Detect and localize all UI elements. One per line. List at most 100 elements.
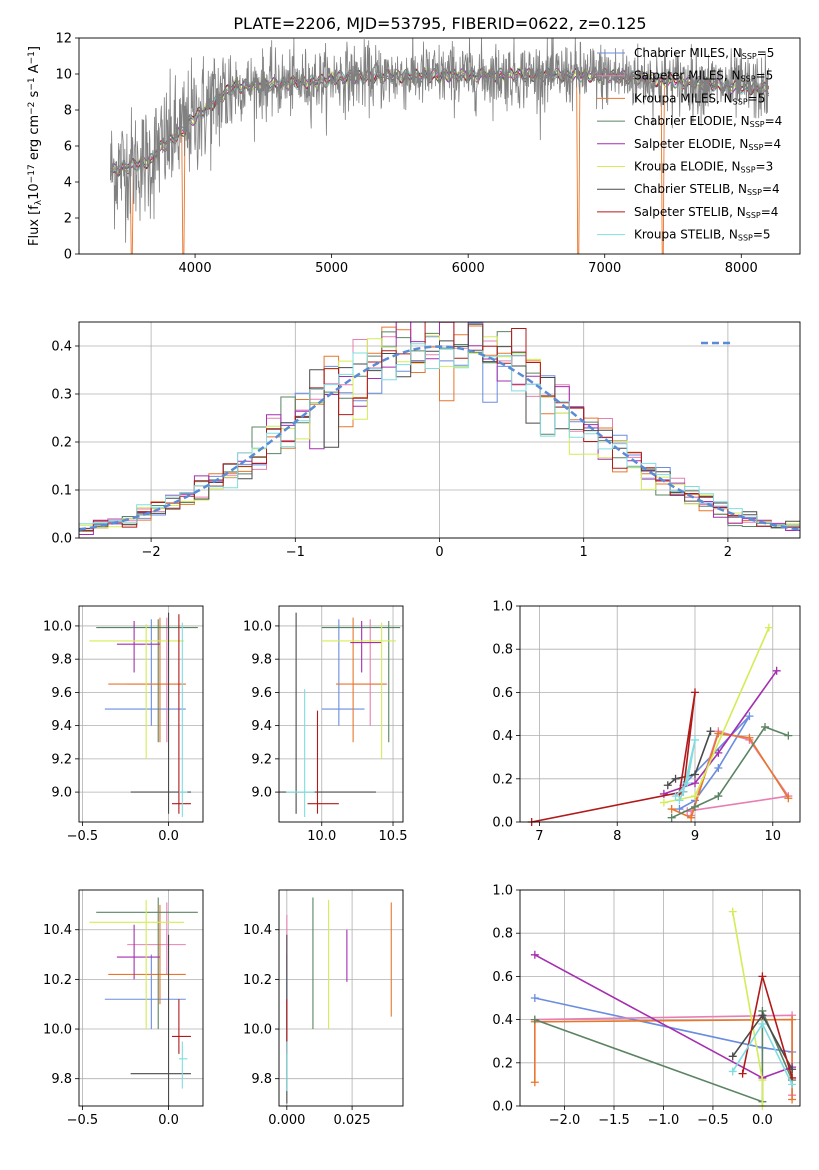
y-tick-label: 8 xyxy=(64,104,72,119)
y-tick-label: 0.8 xyxy=(492,643,513,658)
x-tick-label: 0.0 xyxy=(158,829,179,844)
axes-frame-residuals xyxy=(78,321,801,539)
weight-marker-cm xyxy=(745,712,754,721)
figure-title: PLATE=2206, MJD=53795, FIBERID=0622, z=0… xyxy=(233,14,646,33)
weight-marker-km xyxy=(784,794,793,803)
y-tick-label: 0.1 xyxy=(51,484,72,499)
weight-marker-km xyxy=(714,729,723,738)
axes-weight-vs-age: 7 8 9 10 0.0 0.2 0.4 0.6 0.8 1.0 xyxy=(492,600,800,844)
weight-marker-ss xyxy=(691,688,699,697)
y-tick-label: 9.8 xyxy=(51,653,72,668)
weight-marker-km xyxy=(530,1078,539,1087)
weight-marker-ks xyxy=(788,1080,797,1089)
weight-marker-ks xyxy=(691,735,699,744)
x-tick-label: 8 xyxy=(613,829,621,844)
weight-marker-ks xyxy=(679,787,688,796)
y-tick-label: 9.8 xyxy=(251,653,272,668)
x-tick-label: −1.5 xyxy=(598,1113,630,1128)
weight-marker-se xyxy=(530,950,539,959)
weight-marker-ke xyxy=(758,1076,767,1085)
y-tick-label: 9.8 xyxy=(251,1072,272,1087)
weight-marker-ce xyxy=(761,722,769,731)
y-tick-label: 10.0 xyxy=(43,1023,72,1038)
legend-sub: SSP xyxy=(733,98,748,107)
legend-suffix: =5 xyxy=(757,46,775,60)
x-tick-label: 10.5 xyxy=(379,829,408,844)
y-tick-label: 10.0 xyxy=(43,619,72,634)
legend-label-sm: Salpeter MILES, NSSP=5 xyxy=(634,69,773,84)
legend-sub: SSP xyxy=(750,120,765,129)
weight-marker-cs xyxy=(758,1011,767,1020)
x-tick-label: −2 xyxy=(142,545,161,560)
axes-age-vs-z: −0.5 0.0 9.0 9.2 9.4 9.6 9.8 10.0 xyxy=(43,606,203,844)
x-tick-label: −0.5 xyxy=(67,829,99,844)
legend-suffix: =5 xyxy=(748,91,766,105)
x-tick-label: 6000 xyxy=(452,261,485,276)
x-tick-label: −0.5 xyxy=(67,1113,99,1128)
weight-marker-cs xyxy=(663,781,672,790)
weight-marker-cs xyxy=(706,727,715,736)
axes-residuals: −2 −1 0 1 2 0.0 0.1 0.2 0.3 0.4 xyxy=(51,322,800,560)
legend-sub: SSP xyxy=(742,52,757,61)
weight-marker-cs xyxy=(728,1052,737,1061)
y-tick-label: 9.0 xyxy=(51,786,72,801)
y-tick-label: 10.2 xyxy=(43,973,72,988)
x-tick-label: 0.0 xyxy=(158,1113,179,1128)
y-tick-label: 9.6 xyxy=(51,686,72,701)
weight-marker-se xyxy=(659,789,668,798)
y-tick-label: 0.6 xyxy=(492,686,513,701)
x-tick-label: 10 xyxy=(765,829,782,844)
y-tick-label: 10.2 xyxy=(243,973,272,988)
axes-mass-vs-ebv: 0.000 0.025 9.8 10.0 10.2 10.4 xyxy=(243,890,403,1128)
weight-marker-cs xyxy=(671,774,680,783)
axes-frame-weight-vs-age xyxy=(519,605,801,823)
y-axis-label: Flux [fλ10−17 erg cm−2 s−1 A−1] xyxy=(27,46,44,246)
weight-marker-ce xyxy=(530,1015,539,1024)
legend-label-se: Salpeter ELODIE, NSSP=4 xyxy=(634,137,781,152)
weight-line-ce xyxy=(534,1010,793,1103)
legend-sub: SSP xyxy=(747,189,762,198)
y-tick-label: 10.4 xyxy=(243,923,272,938)
y-label-part: A xyxy=(27,64,42,77)
weight-marker-ss xyxy=(758,972,767,981)
weight-marker-ks xyxy=(758,1019,767,1028)
gaussian-curve xyxy=(79,345,800,531)
x-tick-label: 8000 xyxy=(725,261,758,276)
y-tick-label: 4 xyxy=(64,176,72,191)
axes-frame-spectrum xyxy=(78,37,801,255)
y-tick-label: 0.0 xyxy=(51,532,72,547)
x-tick-label: 7 xyxy=(535,829,543,844)
observed-spectrum xyxy=(110,38,769,243)
y-tick-label: 0 xyxy=(64,248,72,263)
weight-marker-km xyxy=(687,813,696,822)
weight-line-ke xyxy=(663,627,770,804)
y-tick-label: 0.0 xyxy=(492,1100,513,1115)
legend-suffix: =5 xyxy=(753,228,771,242)
x-tick-label: 0 xyxy=(435,545,443,560)
weight-marker-cm xyxy=(714,764,723,772)
legend-label-ss: Salpeter STELIB, NSSP=4 xyxy=(634,205,778,220)
weight-marker-ce xyxy=(691,802,699,811)
y-tick-label: 10 xyxy=(55,68,72,83)
x-tick-label: 0.000 xyxy=(268,1113,305,1128)
y-tick-label: 9.2 xyxy=(251,752,272,767)
x-tick-label: 4000 xyxy=(179,261,212,276)
y-tick-label: 10.0 xyxy=(243,619,272,634)
y-tick-label: 0.8 xyxy=(492,927,513,942)
y-label-part: 10 xyxy=(27,183,42,200)
legend-label-ce: Chabrier ELODIE, NSSP=4 xyxy=(634,114,782,129)
y-tick-label: 6 xyxy=(64,140,72,155)
weight-line-ke xyxy=(731,911,764,1106)
weight-marker-km xyxy=(788,1095,797,1104)
weight-marker-se xyxy=(691,779,699,788)
legend-suffix: =4 xyxy=(765,114,783,128)
y-tick-label: 0.3 xyxy=(51,388,72,403)
x-tick-label: −0.5 xyxy=(697,1113,729,1128)
weight-marker-ke xyxy=(728,907,737,916)
y-label-part: λ xyxy=(34,199,44,205)
weight-marker-km xyxy=(788,1015,797,1024)
legend-suffix: =4 xyxy=(763,137,781,151)
x-tick-label: 2 xyxy=(724,545,732,560)
axes-spectrum: 4000 5000 6000 7000 8000 0 2 4 6 8 10 12 xyxy=(55,32,770,276)
y-label-part: −17 xyxy=(27,164,37,183)
